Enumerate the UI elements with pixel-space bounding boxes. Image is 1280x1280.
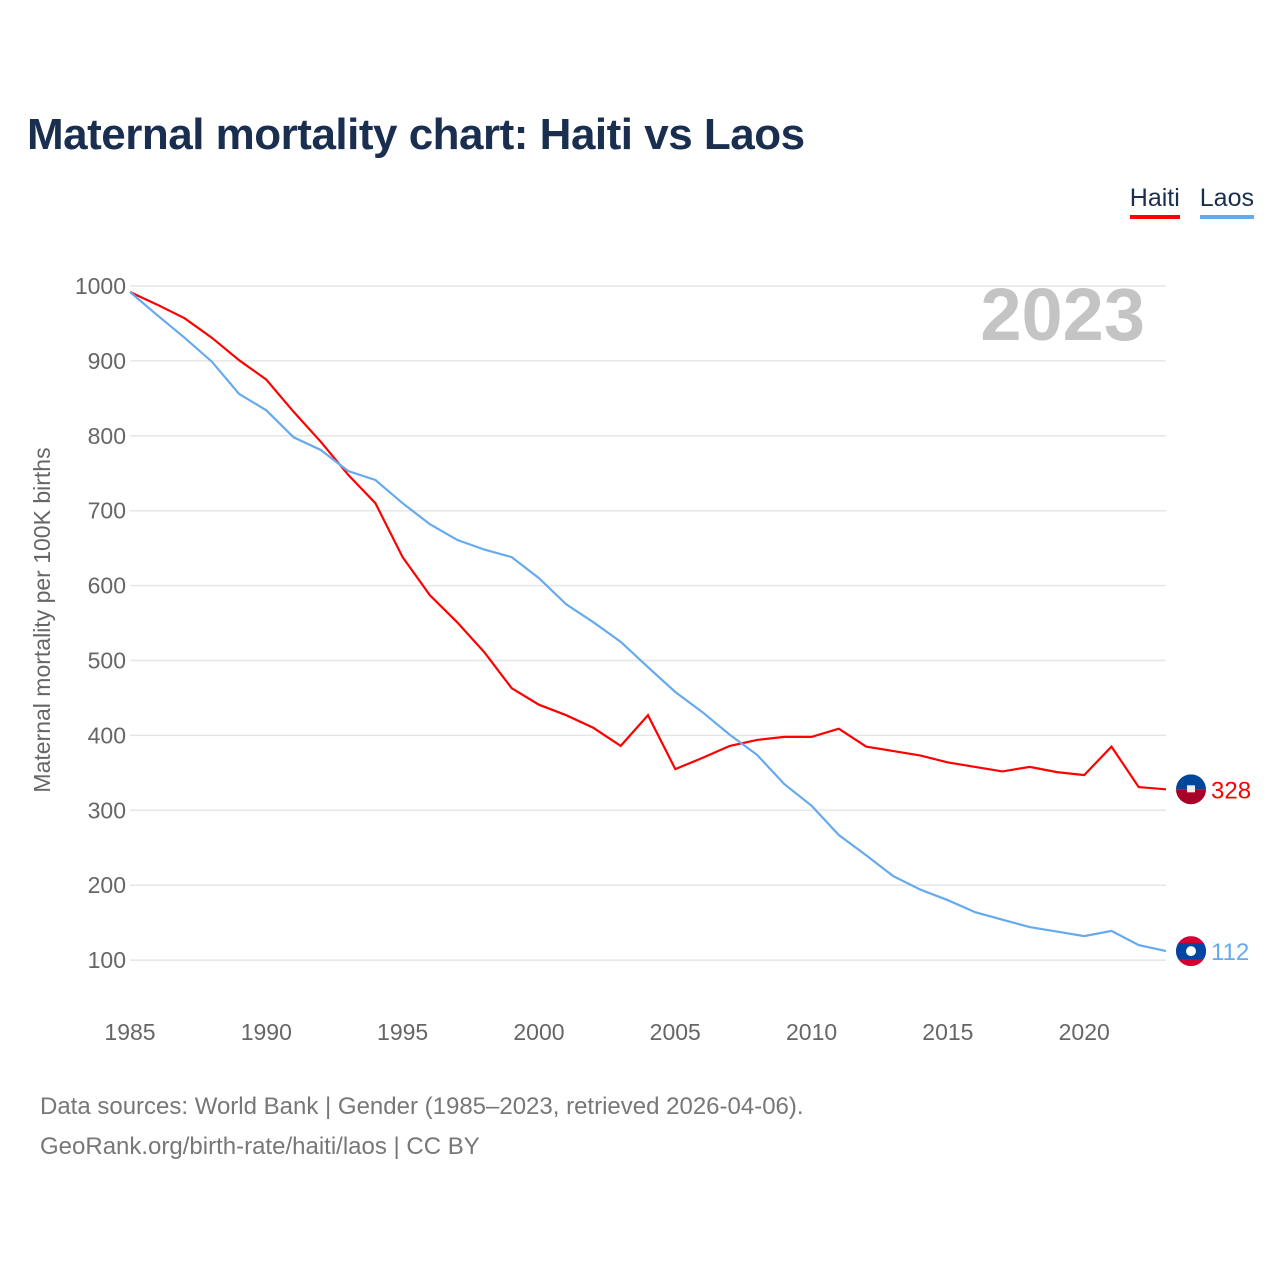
series-line-haiti[interactable] (129, 291, 1167, 791)
x-tick-label: 2015 (922, 1019, 973, 1045)
y-tick-label: 600 (88, 573, 126, 599)
y-tick-label: 100 (88, 947, 126, 973)
year-watermark: 2023 (980, 273, 1145, 356)
x-tick-label: 2005 (650, 1019, 701, 1045)
y-tick-label: 500 (88, 648, 126, 674)
y-axis-label: Maternal mortality per 100K births (29, 447, 55, 792)
legend: Haiti Laos (1129, 184, 1254, 219)
footer: Data sources: World Bank | Gender (1985–… (40, 1087, 804, 1167)
y-tick-label: 200 (88, 872, 126, 898)
legend-haiti[interactable]: Haiti (1129, 184, 1180, 219)
y-tick-label: 1000 (75, 273, 126, 299)
x-tick-label: 1995 (377, 1019, 428, 1045)
series-line-laos[interactable] (129, 291, 1167, 953)
legend-laos[interactable]: Laos (1199, 184, 1254, 219)
y-tick-label: 900 (88, 348, 126, 374)
y-tick-label: 700 (88, 498, 126, 524)
x-tick-label: 1985 (104, 1019, 155, 1045)
x-tick-label: 2020 (1059, 1019, 1110, 1045)
y-tick-label: 400 (88, 722, 126, 748)
y-tick-label: 800 (88, 423, 126, 449)
page-title: Maternal mortality chart: Haiti vs Laos (27, 110, 805, 159)
x-tick-label: 2010 (786, 1019, 837, 1045)
end-value-label: 112 (1211, 939, 1249, 966)
x-tick-label: 2000 (513, 1019, 564, 1045)
source-link[interactable]: GeoRank.org/birth-rate/haiti/laos | CC B… (40, 1133, 480, 1160)
end-value-label: 328 (1211, 777, 1251, 804)
haiti-flag-icon (1176, 774, 1206, 805)
y-tick-label: 300 (88, 797, 126, 823)
x-tick-label: 1990 (241, 1019, 292, 1045)
data-sources: Data sources: World Bank | Gender (1985–… (40, 1093, 804, 1120)
laos-flag-icon (1176, 936, 1206, 967)
